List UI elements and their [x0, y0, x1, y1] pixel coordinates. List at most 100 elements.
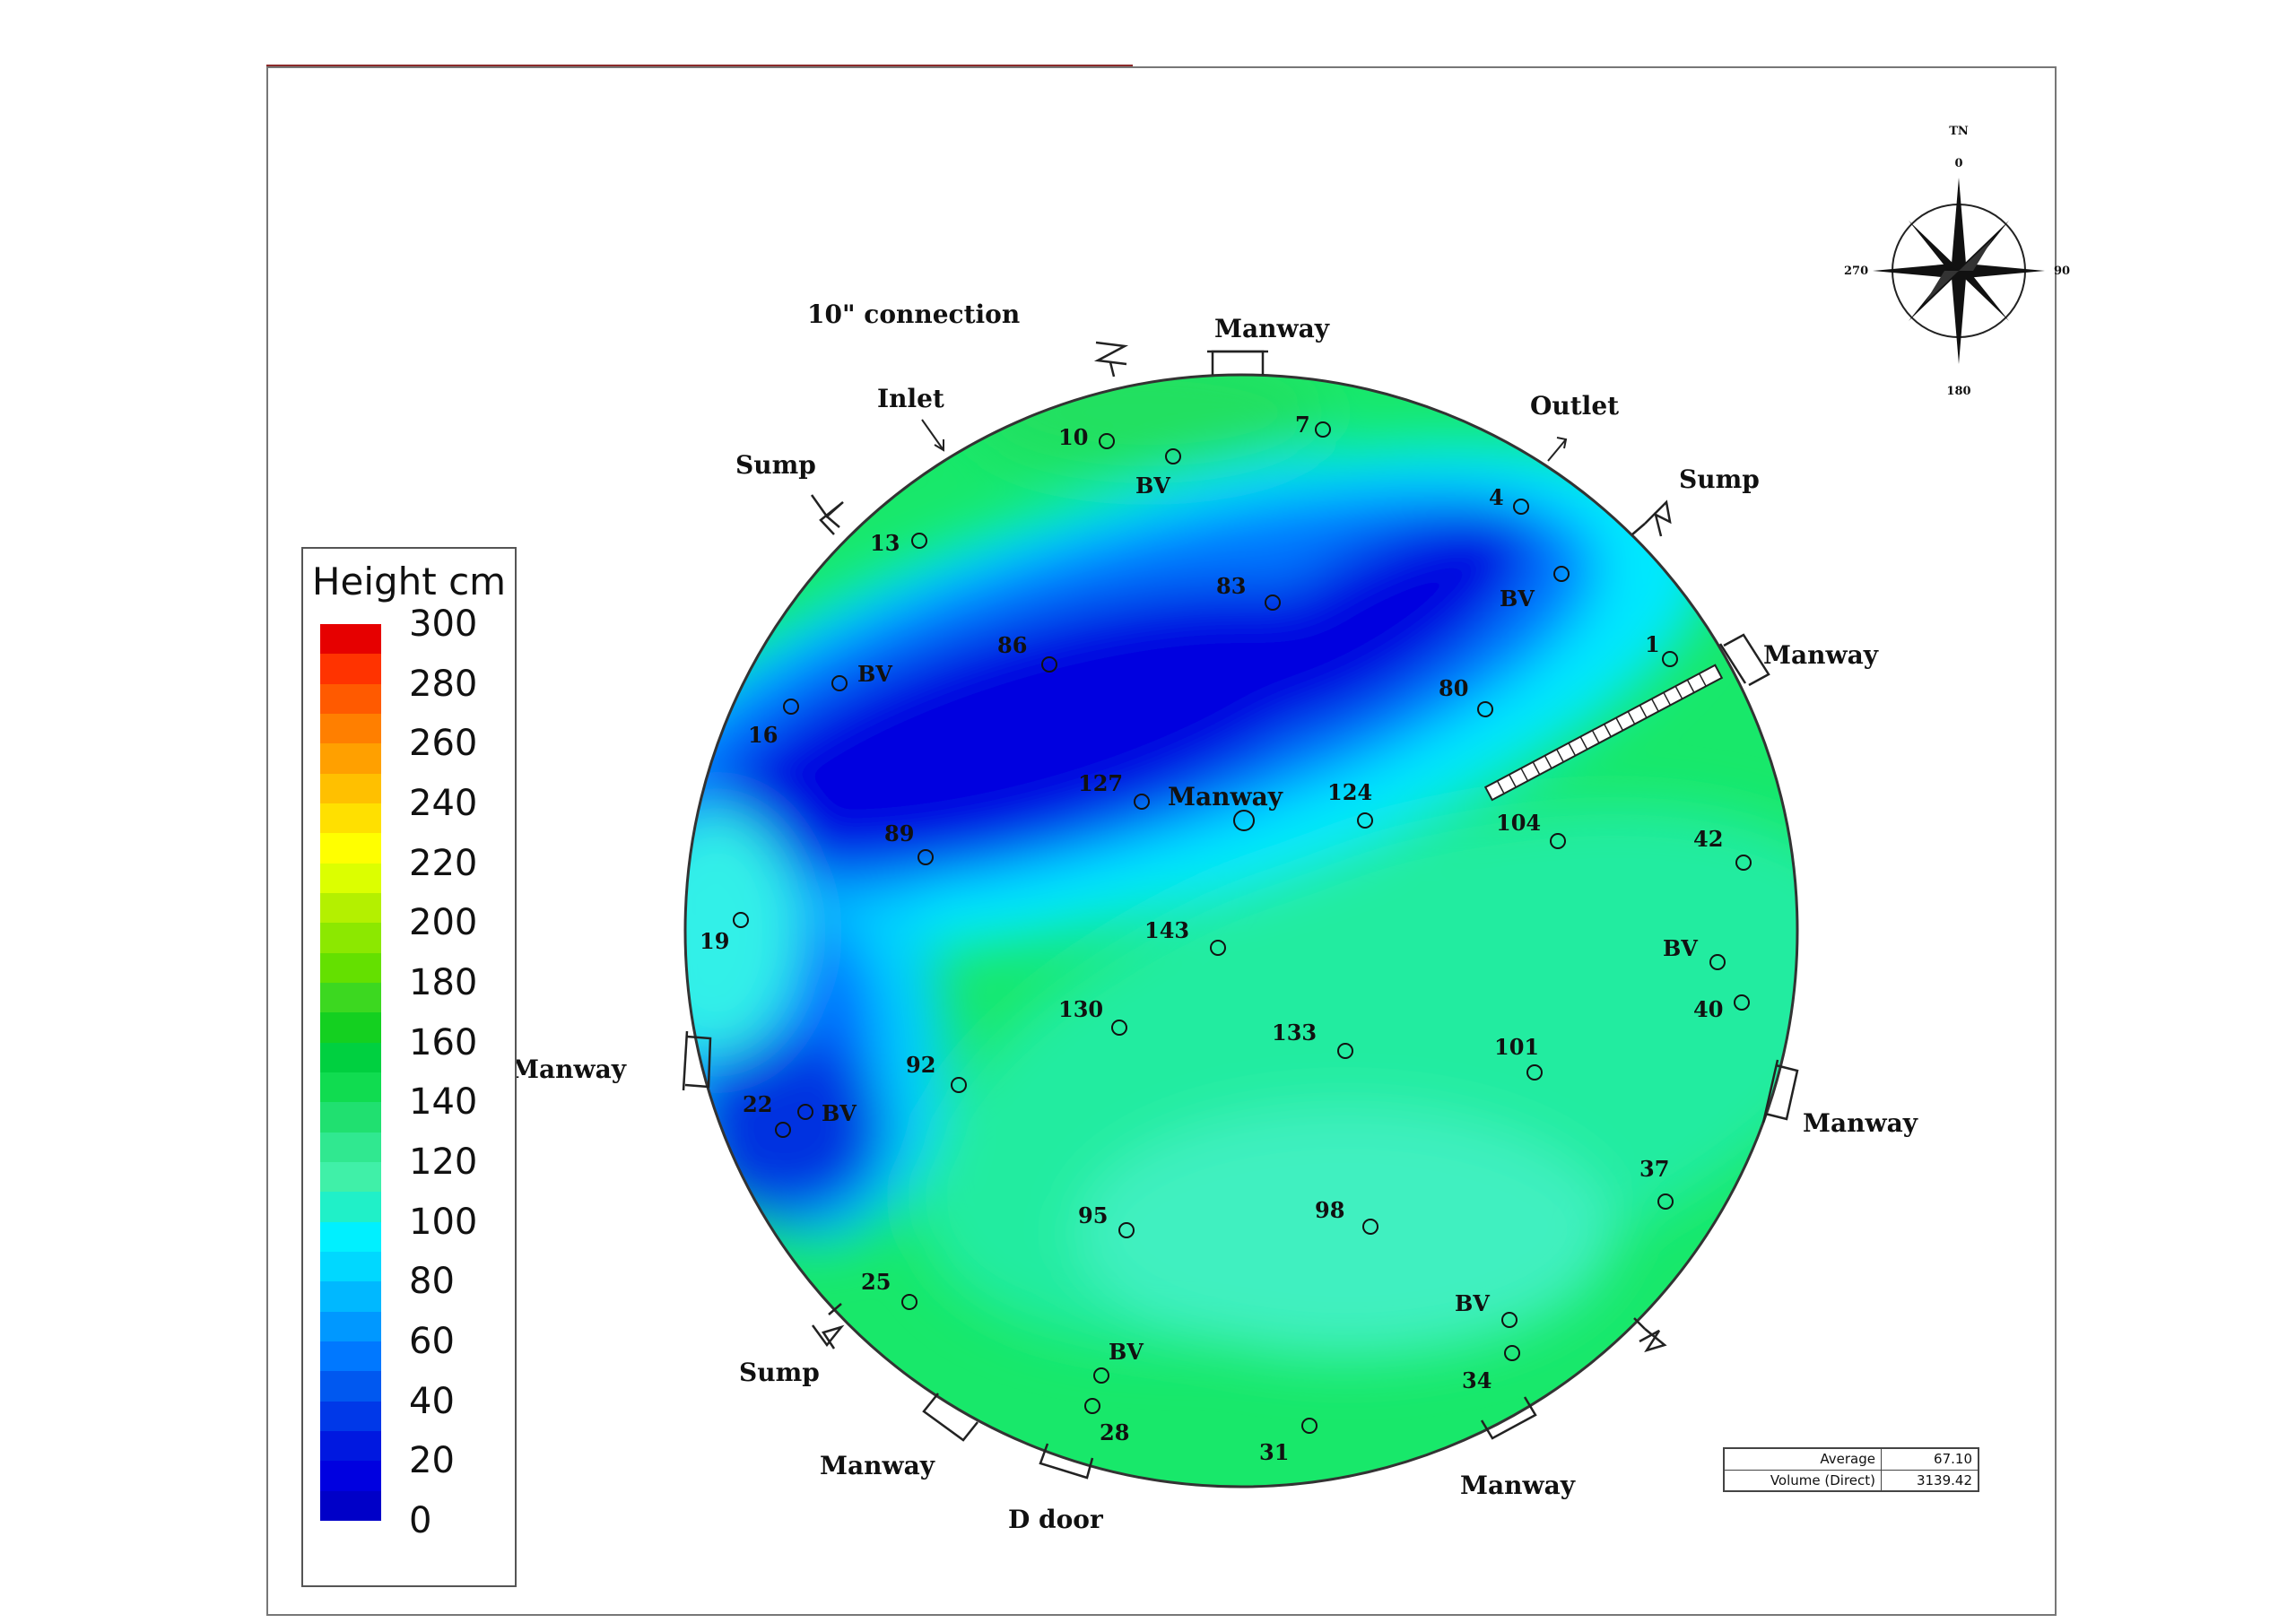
bv-label: BV: [857, 661, 892, 687]
compass-north-title: TN: [1949, 125, 1969, 138]
legend-swatch: [320, 1162, 381, 1193]
legend-swatch: [320, 1102, 381, 1133]
stats-label: Average: [1725, 1449, 1882, 1470]
bv-labels: BV BV BV BV BV BV BV: [822, 473, 1698, 1365]
marker-98: [1362, 1219, 1378, 1235]
legend-swatch: [320, 773, 381, 804]
marker-bv-n: [1165, 448, 1181, 464]
point-label: 4: [1489, 484, 1504, 510]
rolling-ladder: [1483, 664, 1724, 802]
point-label: 1: [1645, 631, 1660, 657]
outlet-arrow: [1547, 437, 1568, 462]
legend-swatch: [320, 624, 381, 655]
point-label: 22: [743, 1091, 772, 1117]
sump-fitting-nw: [810, 494, 844, 535]
point-label: 89: [884, 820, 914, 846]
legend-swatch: [320, 1221, 381, 1253]
marker-manway-center: [1233, 810, 1255, 831]
legend-swatch: [320, 1311, 381, 1342]
marker-bv-e: [1709, 954, 1726, 970]
legend-swatch: [320, 1042, 381, 1073]
frame-accent-line: [266, 65, 1133, 67]
point-label: 130: [1058, 996, 1103, 1022]
legend-swatch: [320, 1371, 381, 1402]
marker-28: [1084, 1398, 1100, 1414]
marker-7: [1315, 421, 1331, 438]
marker-86: [1041, 656, 1057, 673]
inlet-arrow: [921, 419, 944, 452]
legend-tick-label: 120: [409, 1141, 478, 1183]
compass-rose: TN 0 90 180 270: [1844, 125, 2070, 398]
marker-92: [951, 1077, 967, 1093]
legend-swatch: [320, 1401, 381, 1432]
point-label: 7: [1295, 412, 1310, 438]
marker-25: [901, 1294, 918, 1310]
point-label: 127: [1078, 770, 1123, 796]
point-label: 143: [1144, 917, 1189, 943]
marker-80: [1477, 701, 1493, 717]
legend-tick-label: 200: [409, 902, 478, 944]
measurement-labels: 1 4 7 10 13 16 19 22 25 28 31 34 37 40 4…: [700, 412, 1723, 1465]
point-label: 98: [1315, 1197, 1344, 1223]
manway-fitting-sw: [922, 1393, 978, 1442]
legend-swatch: [320, 743, 381, 775]
legend-swatch: [320, 1072, 381, 1103]
point-label: 133: [1272, 1020, 1317, 1046]
stats-label: Volume (Direct): [1725, 1471, 1882, 1491]
compass-w: 270: [1844, 265, 1868, 278]
point-label: 28: [1100, 1419, 1129, 1445]
stats-table: Average 67.10 Volume (Direct) 3139.42: [1723, 1447, 1979, 1492]
manway-label-n: Manway: [1214, 314, 1330, 343]
legend-tick-label: 140: [409, 1081, 478, 1124]
manway-label-w: Manway: [511, 1055, 627, 1084]
point-label: 95: [1078, 1202, 1108, 1228]
sump-label-sw: Sump: [739, 1358, 820, 1387]
legend-tick-label: 260: [409, 723, 478, 765]
legend-tick-label: 20: [409, 1440, 455, 1482]
marker-19: [733, 912, 749, 928]
bv-label: BV: [1500, 586, 1535, 612]
legend-swatch: [320, 923, 381, 954]
legend-tick-label: 80: [409, 1261, 455, 1303]
point-label: 83: [1216, 573, 1246, 599]
compass-s: 180: [1946, 385, 1970, 398]
marker-37: [1657, 1193, 1674, 1210]
legend-swatch: [320, 1431, 381, 1462]
legend-tick-label: 0: [409, 1500, 432, 1541]
bv-label: BV: [1109, 1339, 1144, 1365]
marker-40: [1734, 994, 1750, 1011]
marker-bv-ne: [1553, 566, 1570, 582]
color-legend: Height cm 300 280 260 240 220 200 180 160 140 120…: [301, 547, 517, 1587]
point-label: 104: [1496, 810, 1541, 836]
measurement-markers: [733, 421, 1752, 1434]
point-label: 19: [700, 928, 729, 954]
marker-22: [775, 1122, 791, 1138]
marker-31: [1301, 1418, 1318, 1434]
legend-tick-label: 300: [409, 603, 478, 645]
point-label: 42: [1693, 826, 1723, 852]
marker-83: [1265, 595, 1281, 611]
legend-color-bar: [320, 624, 381, 1522]
marker-bv-w: [797, 1104, 813, 1120]
height-contour-fill: [685, 375, 1797, 1487]
bv-label: BV: [822, 1100, 857, 1126]
legend-swatch: [320, 833, 381, 864]
marker-101: [1526, 1064, 1543, 1081]
ten-inch-connection-label: 10" connection: [807, 299, 1020, 329]
marker-bv-nw: [831, 675, 848, 691]
outlet-label: Outlet: [1530, 391, 1619, 421]
manway-label-se: Manway: [1460, 1471, 1576, 1500]
point-label: 13: [870, 530, 900, 556]
marker-bv-se: [1501, 1312, 1518, 1328]
point-label: 16: [748, 722, 778, 748]
marker-10: [1099, 433, 1115, 449]
point-label: 37: [1639, 1156, 1669, 1182]
marker-1: [1662, 651, 1678, 667]
marker-127: [1134, 794, 1150, 810]
point-label: 101: [1494, 1034, 1539, 1060]
bv-label: BV: [1455, 1290, 1490, 1316]
legend-swatch: [320, 983, 381, 1013]
point-label: 124: [1327, 779, 1372, 805]
legend-swatch: [320, 1281, 381, 1313]
legend-tick-label: 280: [409, 663, 478, 705]
